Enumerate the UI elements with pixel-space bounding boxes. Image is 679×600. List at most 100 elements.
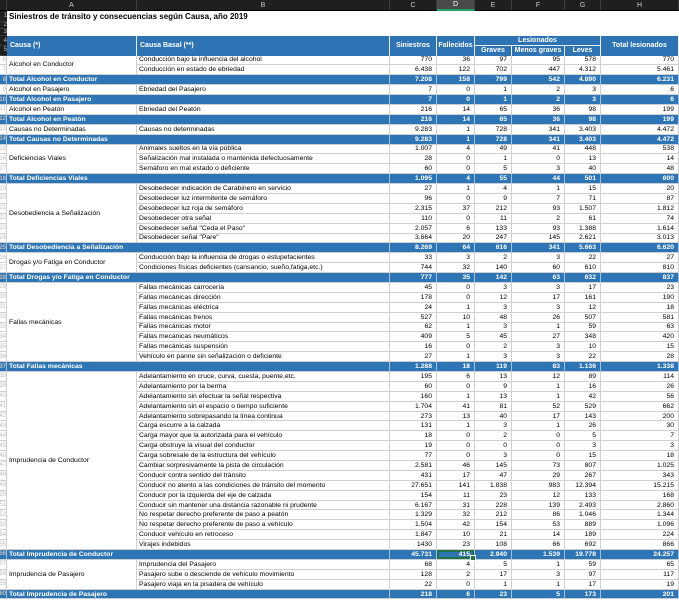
causa-basal-cell[interactable]: Conducir vehículo en retroceso: [137, 530, 390, 541]
total-value-cell[interactable]: 18: [437, 362, 475, 372]
value-cell[interactable]: 160: [390, 391, 437, 402]
row-number[interactable]: 47: [0, 461, 7, 471]
value-cell[interactable]: 32: [437, 263, 475, 274]
column-header-c[interactable]: C: [390, 0, 437, 11]
value-cell[interactable]: 13: [475, 391, 512, 402]
value-cell[interactable]: 2.621: [565, 233, 601, 244]
causa-basal-cell[interactable]: Desobedecer señal "Pare": [137, 233, 390, 244]
causa-basal-cell[interactable]: Causas no determinadas: [137, 124, 390, 135]
value-cell[interactable]: 16: [390, 342, 437, 353]
value-cell[interactable]: 27: [390, 184, 437, 194]
value-cell[interactable]: 133: [565, 490, 601, 501]
total-value-cell[interactable]: 799: [475, 75, 512, 86]
total-value-cell[interactable]: 119: [475, 362, 512, 372]
value-cell[interactable]: 2: [512, 85, 565, 96]
row-number[interactable]: 36: [0, 352, 7, 363]
value-cell[interactable]: 28: [601, 352, 679, 363]
total-row-label[interactable]: Total Alcohol en Pasajero: [7, 95, 390, 105]
row-number[interactable]: 11: [0, 104, 7, 115]
value-cell[interactable]: 1.388: [565, 223, 601, 234]
value-cell[interactable]: 4.472: [601, 124, 679, 135]
row-number[interactable]: 48: [0, 470, 7, 481]
row-number[interactable]: 7: [0, 65, 7, 76]
total-value-cell[interactable]: 65: [475, 114, 512, 125]
value-cell[interactable]: 42: [565, 391, 601, 402]
value-cell[interactable]: 60: [390, 164, 437, 175]
total-value-cell[interactable]: 5: [512, 589, 565, 600]
value-cell[interactable]: 0: [512, 441, 565, 452]
value-cell[interactable]: 59: [565, 322, 601, 333]
value-cell[interactable]: 0: [512, 154, 565, 165]
value-cell[interactable]: 74: [601, 213, 679, 224]
causa-group-cell[interactable]: Alcohol en Peatón: [7, 104, 137, 115]
value-cell[interactable]: 1.096: [601, 520, 679, 531]
row-number[interactable]: 51: [0, 500, 7, 511]
value-cell[interactable]: 26: [565, 421, 601, 432]
value-cell[interactable]: 1.329: [390, 510, 437, 521]
total-value-cell[interactable]: 55: [475, 174, 512, 185]
row-number[interactable]: 12: [0, 114, 7, 125]
total-value-cell[interactable]: 173: [565, 589, 601, 600]
total-value-cell[interactable]: 1.095: [390, 174, 437, 185]
value-cell[interactable]: 12: [512, 372, 565, 382]
value-cell[interactable]: 68: [390, 559, 437, 570]
value-cell[interactable]: 538: [601, 144, 679, 155]
causa-basal-cell[interactable]: Conducir sin mantener una distancia razo…: [137, 500, 390, 511]
value-cell[interactable]: 22: [565, 352, 601, 363]
value-cell[interactable]: 81: [475, 401, 512, 412]
causa-basal-cell[interactable]: Conducir por la izquierda del eje de cal…: [137, 490, 390, 501]
value-cell[interactable]: 9: [475, 381, 512, 392]
causa-group-cell[interactable]: Desobediencia a Señalización: [7, 184, 137, 244]
row-number[interactable]: 17: [0, 164, 7, 175]
total-value-cell[interactable]: 158: [437, 75, 475, 86]
value-cell[interactable]: 154: [390, 490, 437, 501]
causa-group-cell[interactable]: Deficiencias Viales: [7, 144, 137, 175]
value-cell[interactable]: 3: [601, 441, 679, 452]
row-number[interactable]: 45: [0, 441, 7, 452]
header-siniestros[interactable]: Siniestros: [390, 36, 437, 56]
value-cell[interactable]: 5: [437, 332, 475, 343]
value-cell[interactable]: 1.614: [601, 223, 679, 234]
value-cell[interactable]: 59: [565, 559, 601, 570]
value-cell[interactable]: 41: [512, 144, 565, 155]
row-number[interactable]: 40: [0, 391, 7, 402]
total-value-cell[interactable]: 5.663: [565, 243, 601, 254]
total-value-cell[interactable]: 600: [601, 174, 679, 185]
total-value-cell[interactable]: 201: [601, 589, 679, 600]
row-number[interactable]: 2: [0, 22, 7, 29]
value-cell[interactable]: 224: [601, 530, 679, 541]
value-cell[interactable]: 26: [601, 381, 679, 392]
total-value-cell[interactable]: 1: [475, 95, 512, 105]
value-cell[interactable]: 0: [437, 451, 475, 462]
value-cell[interactable]: 14: [512, 530, 565, 541]
column-header-b[interactable]: B: [137, 0, 390, 11]
row-number[interactable]: 59: [0, 579, 7, 590]
value-cell[interactable]: 10: [437, 312, 475, 323]
row-number[interactable]: 16: [0, 154, 7, 165]
row-number[interactable]: 46: [0, 451, 7, 462]
value-cell[interactable]: 145: [475, 461, 512, 471]
value-cell[interactable]: 89: [565, 372, 601, 382]
total-value-cell[interactable]: 216: [390, 114, 437, 125]
causa-group-cell[interactable]: Imprudencia de Pasajero: [7, 559, 137, 590]
value-cell[interactable]: 19: [601, 579, 679, 590]
causa-basal-cell[interactable]: No respetar derecho preferente de paso a…: [137, 510, 390, 521]
value-cell[interactable]: 3: [475, 352, 512, 363]
value-cell[interactable]: 3: [475, 322, 512, 333]
value-cell[interactable]: 12: [565, 302, 601, 313]
causa-group-cell[interactable]: Causas no Determinadas: [7, 124, 137, 135]
value-cell[interactable]: 3: [565, 85, 601, 96]
causa-basal-cell[interactable]: Animales sueltos en la vía pública: [137, 144, 390, 155]
causa-basal-cell[interactable]: Imprudencia del Pasajero: [137, 559, 390, 570]
value-cell[interactable]: 27: [512, 332, 565, 343]
value-cell[interactable]: 12: [512, 490, 565, 501]
value-cell[interactable]: 0: [512, 431, 565, 442]
value-cell[interactable]: 662: [601, 401, 679, 412]
total-value-cell[interactable]: 44: [512, 174, 565, 185]
row-number[interactable]: 26: [0, 253, 7, 264]
total-row-label[interactable]: Total Alcohol en Peatón: [7, 114, 390, 125]
value-cell[interactable]: 87: [601, 193, 679, 204]
causa-basal-cell[interactable]: Adelantamiento sobrepasando la línea con…: [137, 411, 390, 422]
value-cell[interactable]: 1.025: [601, 461, 679, 471]
value-cell[interactable]: 93: [512, 223, 565, 234]
